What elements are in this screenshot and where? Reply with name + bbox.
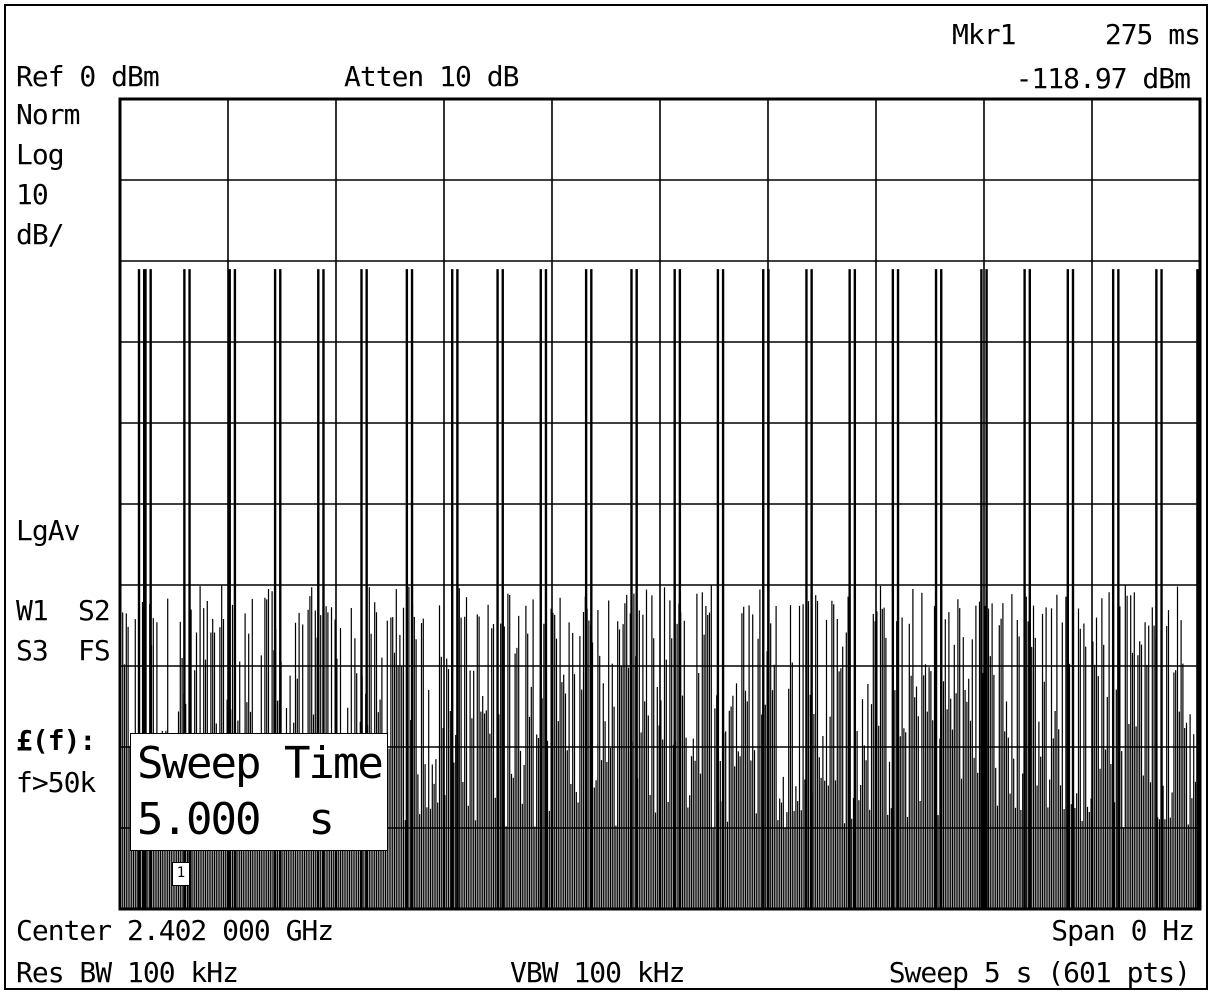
- center-frequency: Center 2.402 000 GHz: [16, 914, 334, 947]
- spectrum-plot: [118, 97, 1202, 911]
- marker-level: -118.97 dBm: [1015, 62, 1191, 95]
- analyzer-screen: Ref 0 dBm Atten 10 dB Mkr1 275 ms -118.9…: [4, 4, 1208, 990]
- sweep-time-value: 5.000 s: [137, 794, 335, 845]
- marker-label: Mkr1: [952, 18, 1016, 51]
- scale-unit: dB/: [16, 218, 65, 251]
- marker-1-tag: 1: [172, 862, 190, 886]
- sweep-time-title: Sweep Time: [137, 738, 384, 789]
- sweep-setting: Sweep 5 s (601 pts): [888, 956, 1191, 989]
- scale-type: Log: [16, 138, 65, 171]
- trace-s3: S3: [16, 634, 49, 667]
- scale-value: 10: [16, 178, 49, 211]
- marker-time: 275 ms: [1104, 18, 1201, 51]
- resolution-bandwidth: Res BW 100 kHz: [16, 956, 239, 989]
- span: Span 0 Hz: [1051, 914, 1195, 947]
- average-mode: LgAv: [16, 514, 80, 547]
- trace-1: [120, 269, 1202, 909]
- phase-noise-label: £(f):: [16, 724, 96, 757]
- plot-frame: [118, 97, 1202, 911]
- sweep-time-popup: Sweep Time 5.000 s: [130, 733, 388, 851]
- attenuation: Atten 10 dB: [344, 60, 519, 93]
- ref-level: Ref 0 dBm: [16, 60, 160, 93]
- detector-mode: Norm: [16, 98, 80, 131]
- video-bandwidth: VBW 100 kHz: [510, 956, 685, 989]
- trace-w1: W1: [16, 594, 49, 627]
- trace-s2: S2: [78, 594, 111, 627]
- trace-fs: FS: [78, 634, 111, 667]
- phase-noise-offset: f>50k: [16, 766, 96, 799]
